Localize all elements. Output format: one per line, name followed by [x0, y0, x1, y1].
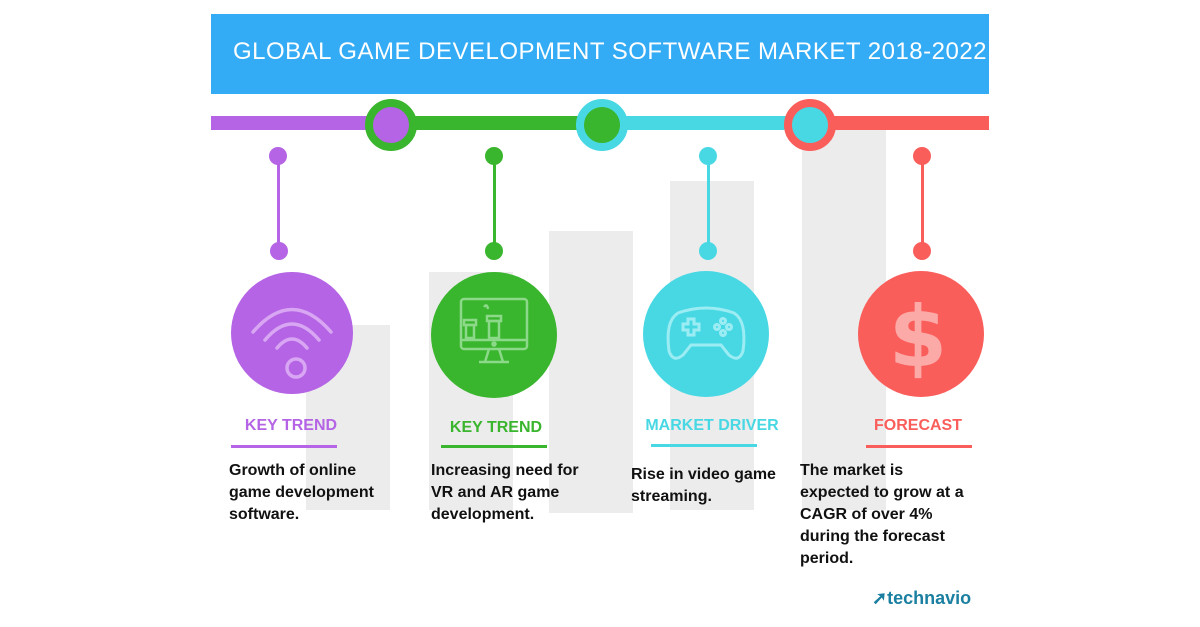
background-bar — [549, 231, 633, 513]
pin-stem — [493, 160, 496, 250]
label-underline — [651, 444, 757, 447]
item-label: FORECAST — [874, 417, 962, 434]
pin-dot — [485, 147, 503, 165]
pin-dot — [270, 242, 288, 260]
item-description: Rise in video game streaming. — [631, 466, 776, 505]
wifi-icon — [231, 272, 353, 394]
timeline-segment — [391, 116, 600, 130]
timeline-node — [365, 99, 417, 151]
item-label: MARKET DRIVER — [645, 417, 779, 434]
monitor-game-icon — [431, 272, 557, 398]
item-description: Growth of online game development softwa… — [229, 462, 374, 523]
dollar-icon: $ — [858, 271, 984, 397]
technavio-logo: ➚technavio — [872, 588, 971, 609]
page-title: GLOBAL GAME DEVELOPMENT SOFTWARE MARKET … — [232, 38, 988, 65]
pin-dot — [269, 147, 287, 165]
timeline-segment — [808, 116, 989, 130]
pin-dot — [913, 242, 931, 260]
label-underline — [866, 445, 972, 448]
pin-stem — [707, 160, 710, 250]
gamepad-icon — [643, 271, 769, 397]
item-description: Increasing need for VR and AR game devel… — [431, 462, 579, 523]
item-description: The market is expected to grow at a CAGR… — [800, 462, 964, 567]
label-underline — [231, 445, 337, 448]
timeline-segment — [211, 116, 391, 130]
item-label: KEY TREND — [244, 417, 338, 434]
item-label: KEY TREND — [449, 419, 543, 436]
pin-dot — [913, 147, 931, 165]
timeline-node — [784, 99, 836, 151]
pin-dot — [699, 242, 717, 260]
svg-text:$: $ — [889, 288, 947, 386]
pin-dot — [699, 147, 717, 165]
logo-text: technavio — [887, 588, 972, 608]
pin-stem — [277, 160, 280, 250]
timeline-node — [576, 99, 628, 151]
title-banner — [211, 14, 989, 94]
timeline-segment — [600, 116, 808, 130]
label-underline — [441, 445, 547, 448]
pin-dot — [485, 242, 503, 260]
logo-mark-icon: ➚ — [872, 588, 888, 608]
pin-stem — [921, 160, 924, 250]
